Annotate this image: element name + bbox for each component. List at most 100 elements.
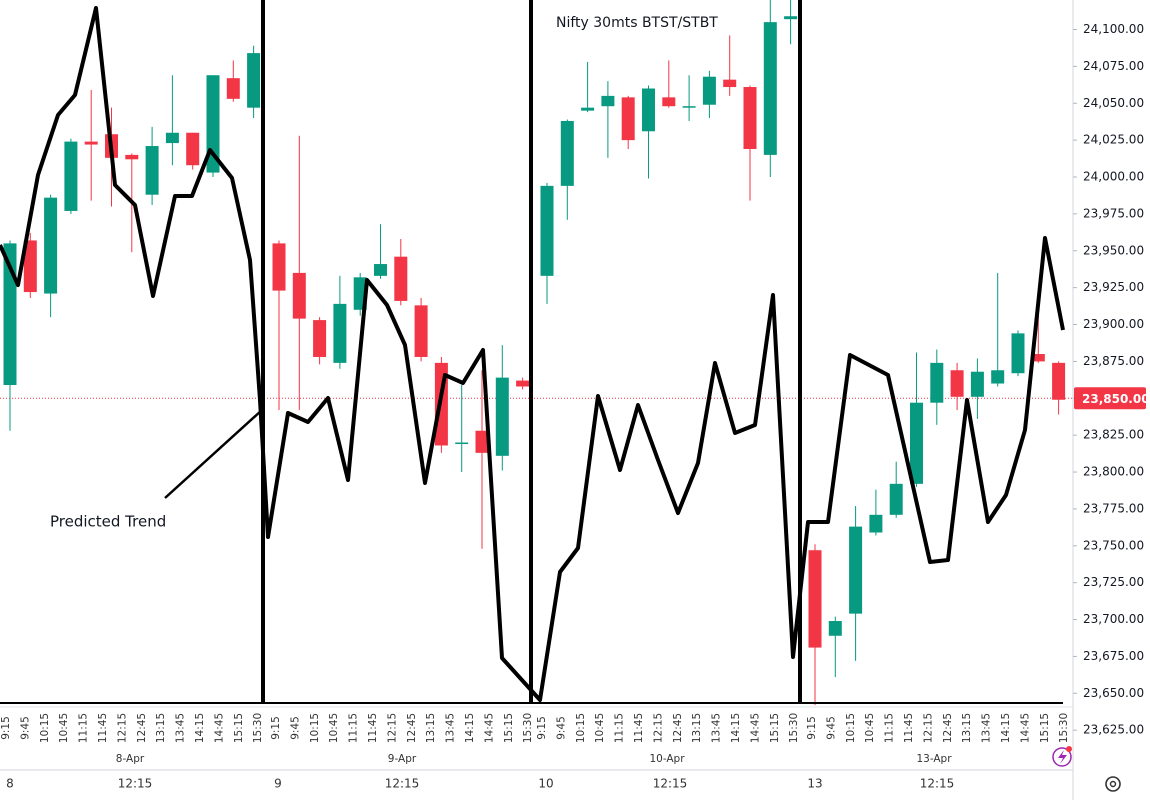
candle-body — [23, 240, 37, 293]
x-tick-label: 13:45 — [711, 713, 723, 743]
candle-body — [950, 370, 964, 397]
candle-body — [313, 320, 327, 357]
y-tick-label: 23,800.00 — [1083, 465, 1144, 479]
candle-body — [44, 197, 58, 294]
mid-time-label: 12:15 — [385, 777, 420, 791]
x-tick-label: 12:45 — [672, 713, 684, 743]
day-label: 8 — [6, 777, 14, 791]
candle-body — [930, 362, 944, 403]
x-tick-label: 9:45 — [555, 716, 567, 740]
x-tick-label: 12:45 — [136, 713, 148, 743]
y-tick-label: 24,000.00 — [1083, 170, 1144, 184]
x-tick-label: 10:15 — [575, 713, 587, 743]
candle-body — [1031, 354, 1045, 362]
mid-time-label: 12:15 — [920, 777, 955, 791]
day-label: 10 — [538, 777, 553, 791]
candle-body — [682, 106, 696, 108]
x-tick-label: 13:15 — [691, 713, 703, 743]
candle-body — [601, 95, 615, 107]
x-tick-label: 12:15 — [116, 713, 128, 743]
x-tick-label: 15:15 — [769, 713, 781, 743]
y-tick-label: 23,650.00 — [1083, 686, 1144, 700]
last-price-box — [1074, 387, 1146, 410]
candle-body — [702, 76, 716, 105]
candle-body — [763, 22, 777, 155]
candle-body — [394, 256, 408, 301]
x-tick-label: 15:15 — [233, 713, 245, 743]
y-tick-label: 24,075.00 — [1083, 59, 1144, 73]
candle-body — [64, 141, 78, 211]
x-tick-label: 10:45 — [328, 713, 340, 743]
x-tick-label: 12:45 — [406, 713, 418, 743]
x-tick-label: 11:45 — [367, 713, 379, 743]
x-tick-label: 13:45 — [445, 713, 457, 743]
candle-body — [808, 550, 822, 648]
candle-body — [828, 621, 842, 636]
x-tick-label: 9:15 — [806, 716, 818, 740]
day-label: 13 — [807, 777, 822, 791]
y-tick-label: 23,875.00 — [1083, 354, 1144, 368]
y-tick-label: 23,625.00 — [1083, 723, 1144, 737]
candle-body — [743, 87, 757, 149]
x-tick-label: 12:15 — [922, 713, 934, 743]
candle-body — [1052, 362, 1066, 400]
x-tick-label: 14:15 — [1000, 713, 1012, 743]
chart-title: Nifty 30mts BTST/STBT — [556, 15, 718, 31]
x-tick-label: 11:15 — [78, 713, 90, 743]
x-tick-label: 10:15 — [39, 713, 51, 743]
candle-body — [186, 132, 200, 166]
x-tick-label: 11:15 — [348, 713, 360, 743]
x-tick-label: 9:15 — [0, 716, 12, 740]
x-tick-label: 10:15 — [845, 713, 857, 743]
x-tick-label: 15:30 — [522, 713, 534, 743]
x-tick-label: 9:45 — [825, 716, 837, 740]
y-tick-label: 23,700.00 — [1083, 612, 1144, 626]
y-tick-label: 23,750.00 — [1083, 538, 1144, 552]
trend-drawing — [0, 6, 1065, 702]
x-tick-label: 11:45 — [97, 713, 109, 743]
x-tick-label: 14:45 — [1019, 713, 1031, 743]
candle-body — [84, 141, 98, 145]
candle-body — [849, 526, 863, 614]
settings-icon-center — [1109, 780, 1117, 788]
annotation: Predicted Trend — [50, 513, 166, 531]
date-label: 8-Apr — [116, 753, 145, 765]
axes: 23,625.00 23,650.00 23,675.00 23,700.00 23,7… — [0, 22, 1150, 790]
candle-body — [621, 97, 635, 141]
x-tick-label: 12:15 — [386, 713, 398, 743]
candle-body — [540, 185, 554, 276]
x-tick-label: 13:45 — [175, 713, 187, 743]
y-tick-label: 23,675.00 — [1083, 649, 1144, 663]
candle-body — [333, 303, 347, 363]
y-tick-label: 23,900.00 — [1083, 317, 1144, 331]
mid-time-label: 12:15 — [118, 777, 153, 791]
date-label: 9-Apr — [388, 753, 417, 765]
candle-body — [560, 120, 574, 186]
x-tick-label: 11:45 — [633, 713, 645, 743]
candle-body — [145, 146, 159, 195]
candle-body — [991, 370, 1005, 384]
candle-body — [581, 107, 595, 111]
x-tick-label: 9:45 — [19, 716, 31, 740]
candle-body — [455, 442, 469, 445]
x-tick-label: 12:45 — [942, 713, 954, 743]
candle-body — [495, 377, 509, 456]
date-label: 10-Apr — [649, 753, 685, 765]
candle-body — [374, 264, 387, 276]
x-tick-label: 14:15 — [730, 713, 742, 743]
y-tick-label: 24,025.00 — [1083, 133, 1144, 147]
day-label: 9 — [274, 777, 282, 791]
lightning-icon[interactable] — [1052, 747, 1072, 767]
x-tick-label: 13:15 — [425, 713, 437, 743]
settings-icon[interactable] — [1105, 776, 1121, 792]
x-tick-label: 12:15 — [652, 713, 664, 743]
candle-body — [970, 371, 984, 397]
x-tick-label: 14:15 — [194, 713, 206, 743]
last-price-label: 23,850.00 — [1082, 392, 1150, 406]
candle-body — [516, 380, 530, 387]
candle-body — [272, 243, 286, 291]
y-tick-label: 23,950.00 — [1083, 243, 1144, 257]
y-tick-label: 23,825.00 — [1083, 428, 1144, 442]
candle-body — [414, 305, 428, 357]
